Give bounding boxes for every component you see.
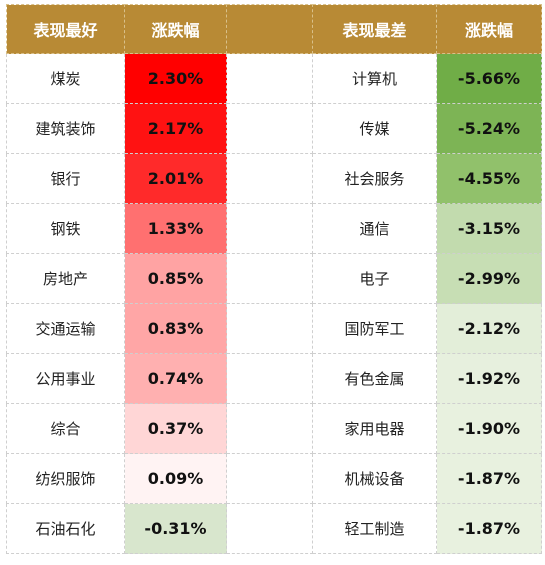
best-industry-change: -0.31% [124, 503, 227, 554]
best-industry-change: 0.83% [124, 303, 227, 354]
best-industry-name: 钢铁 [6, 203, 125, 254]
best-industry-name: 煤炭 [6, 53, 125, 104]
worst-industry-change: -2.12% [436, 303, 542, 354]
best-industry-name: 建筑装饰 [6, 103, 125, 154]
table-row: 公用事业 0.74% 有色金属 -1.92% [6, 353, 542, 404]
spacer-cell [226, 303, 313, 354]
best-industry-name: 石油石化 [6, 503, 125, 554]
best-change-header: 涨跌幅 [124, 4, 227, 54]
worst-industry-change: -1.87% [436, 453, 542, 504]
table-row: 交通运输 0.83% 国防军工 -2.12% [6, 303, 542, 354]
table-row: 钢铁 1.33% 通信 -3.15% [6, 203, 542, 254]
worst-industry-change: -5.24% [436, 103, 542, 154]
best-industry-name: 综合 [6, 403, 125, 454]
worst-industry-change: -1.90% [436, 403, 542, 454]
best-industry-change: 0.74% [124, 353, 227, 404]
table-row: 纺织服饰 0.09% 机械设备 -1.87% [6, 453, 542, 504]
worst-industry-name: 轻工制造 [312, 503, 437, 554]
worst-header: 表现最差 [312, 4, 437, 54]
best-industry-change: 2.17% [124, 103, 227, 154]
best-industry-change: 0.09% [124, 453, 227, 504]
worst-industry-change: -1.92% [436, 353, 542, 404]
worst-industry-name: 计算机 [312, 53, 437, 104]
best-industry-name: 房地产 [6, 253, 125, 304]
table-row: 房地产 0.85% 电子 -2.99% [6, 253, 542, 304]
header-row: 表现最好 涨跌幅 表现最差 涨跌幅 [6, 4, 542, 54]
worst-industry-name: 电子 [312, 253, 437, 304]
table-row: 建筑装饰 2.17% 传媒 -5.24% [6, 103, 542, 154]
best-industry-change: 2.01% [124, 153, 227, 204]
spacer-cell [226, 203, 313, 254]
table-row: 石油石化 -0.31% 轻工制造 -1.87% [6, 503, 542, 554]
best-industry-change: 0.85% [124, 253, 227, 304]
spacer-cell [226, 403, 313, 454]
industry-performance-table: 表现最好 涨跌幅 表现最差 涨跌幅 煤炭 2.30% 计算机 -5.66% 建筑装饰 2.… [6, 4, 542, 554]
table-row: 综合 0.37% 家用电器 -1.90% [6, 403, 542, 454]
worst-industry-name: 传媒 [312, 103, 437, 154]
best-industry-change: 0.37% [124, 403, 227, 454]
spacer-cell [226, 153, 313, 204]
table-row: 银行 2.01% 社会服务 -4.55% [6, 153, 542, 204]
worst-industry-change: -4.55% [436, 153, 542, 204]
best-industry-change: 2.30% [124, 53, 227, 104]
best-industry-change: 1.33% [124, 203, 227, 254]
best-industry-name: 公用事业 [6, 353, 125, 404]
spacer-cell [226, 353, 313, 404]
worst-industry-change: -3.15% [436, 203, 542, 254]
best-industry-name: 纺织服饰 [6, 453, 125, 504]
worst-industry-change: -2.99% [436, 253, 542, 304]
best-header: 表现最好 [6, 4, 125, 54]
table-body: 煤炭 2.30% 计算机 -5.66% 建筑装饰 2.17% 传媒 -5.24% 银行 2.01%… [6, 53, 542, 554]
worst-industry-name: 有色金属 [312, 353, 437, 404]
spacer-cell [226, 453, 313, 504]
spacer-cell [226, 503, 313, 554]
worst-change-header: 涨跌幅 [436, 4, 542, 54]
worst-industry-change: -5.66% [436, 53, 542, 104]
spacer-header [226, 4, 313, 54]
worst-industry-change: -1.87% [436, 503, 542, 554]
table-row: 煤炭 2.30% 计算机 -5.66% [6, 53, 542, 104]
best-industry-name: 银行 [6, 153, 125, 204]
worst-industry-name: 通信 [312, 203, 437, 254]
worst-industry-name: 社会服务 [312, 153, 437, 204]
spacer-cell [226, 53, 313, 104]
spacer-cell [226, 103, 313, 154]
worst-industry-name: 国防军工 [312, 303, 437, 354]
best-industry-name: 交通运输 [6, 303, 125, 354]
worst-industry-name: 家用电器 [312, 403, 437, 454]
worst-industry-name: 机械设备 [312, 453, 437, 504]
spacer-cell [226, 253, 313, 304]
